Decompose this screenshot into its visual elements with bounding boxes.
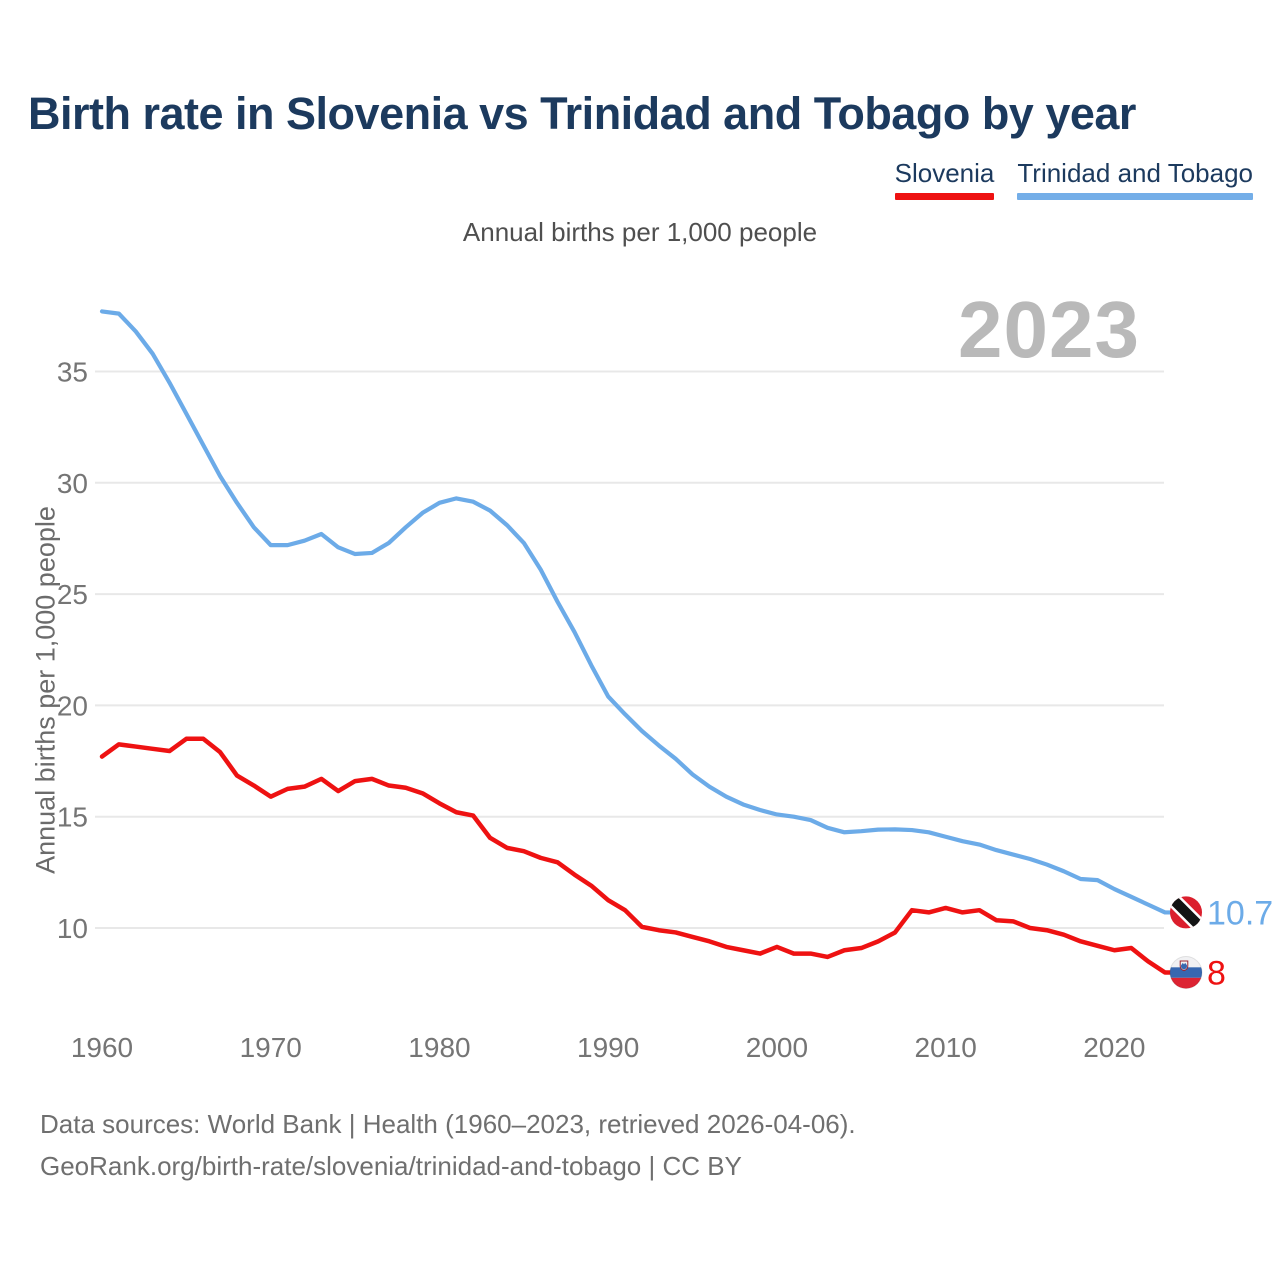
legend-item-trinidad-and-tobago[interactable]: Trinidad and Tobago bbox=[1017, 158, 1253, 200]
x-tick-label-1980: 1980 bbox=[408, 1032, 470, 1063]
legend-underline-trinidad-and-tobago bbox=[1017, 193, 1253, 200]
series-line-slovenia bbox=[99, 736, 1174, 975]
y-tick-label-20: 20 bbox=[57, 690, 88, 721]
x-tick-label-1990: 1990 bbox=[577, 1032, 639, 1063]
page-title: Birth rate in Slovenia vs Trinidad and T… bbox=[28, 88, 1136, 139]
y-tick-label-35: 35 bbox=[57, 357, 88, 388]
series-line-trinidad-and-tobago bbox=[99, 309, 1174, 915]
legend-label-trinidad-and-tobago: Trinidad and Tobago bbox=[1017, 158, 1253, 188]
x-tick-label-1960: 1960 bbox=[71, 1032, 133, 1063]
y-tick-label-10: 10 bbox=[57, 913, 88, 944]
x-tick-label-2020: 2020 bbox=[1083, 1032, 1145, 1063]
x-tick-label-1970: 1970 bbox=[240, 1032, 302, 1063]
end-value-label-trinidad-and-tobago: 10.7 bbox=[1207, 894, 1273, 932]
x-tick-label-2000: 2000 bbox=[746, 1032, 808, 1063]
legend-underline-slovenia bbox=[894, 193, 995, 200]
footer-data-sources: Data sources: World Bank | Health (1960–… bbox=[40, 1109, 856, 1139]
legend-item-slovenia[interactable]: Slovenia bbox=[894, 158, 995, 200]
y-tick-label-25: 25 bbox=[57, 579, 88, 610]
footer-attribution-link: GeoRank.org/birth-rate/slovenia/trinidad… bbox=[40, 1151, 742, 1181]
slovenia-flag-icon bbox=[1169, 956, 1203, 990]
watermark-year: 2023 bbox=[958, 285, 1140, 374]
legend: Slovenia Trinidad and Tobago bbox=[894, 158, 1253, 200]
trinidad-and-tobago-flag-icon bbox=[1163, 890, 1209, 935]
end-value-label-slovenia: 8 bbox=[1207, 955, 1226, 993]
y-tick-label-30: 30 bbox=[57, 468, 88, 499]
legend-label-slovenia: Slovenia bbox=[894, 158, 995, 188]
chart-subtitle: Annual births per 1,000 people bbox=[462, 217, 818, 247]
x-tick-label-2010: 2010 bbox=[915, 1032, 977, 1063]
footer: Data sources: World Bank | Health (1960–… bbox=[40, 1103, 856, 1187]
y-tick-label-15: 15 bbox=[57, 802, 88, 833]
